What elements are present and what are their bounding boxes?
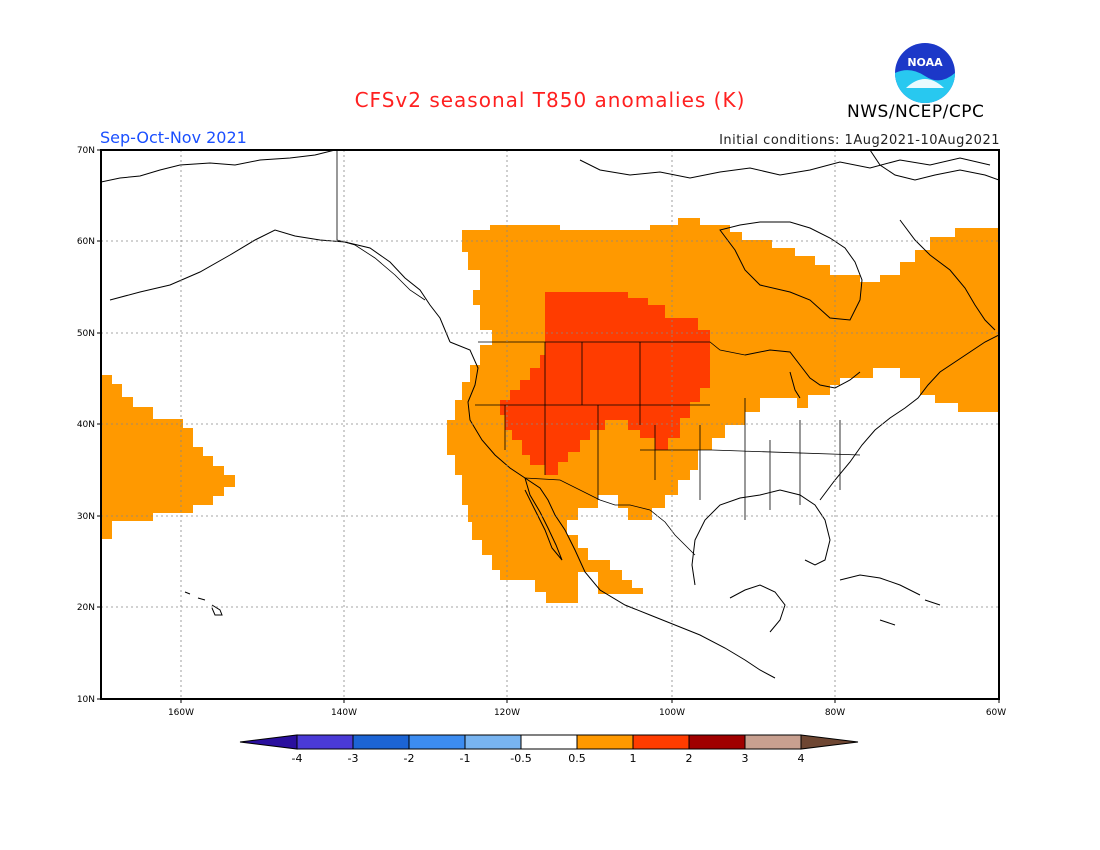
alaska-south-coast (109, 229, 451, 343)
lon-label-100w: 100W (659, 708, 685, 718)
lon-label-160w: 160W (168, 708, 194, 718)
lon-label-80w: 80W (825, 708, 845, 718)
gulf-coast (691, 489, 831, 586)
colorbar-swatch (688, 734, 746, 750)
chart-title: CFSv2 seasonal T850 anomalies (K) (354, 88, 746, 112)
us-east-coast (819, 334, 999, 501)
colorbar-swatch (632, 734, 690, 750)
colorbar-label: -4 (292, 752, 303, 765)
us-canada-border (478, 341, 746, 356)
colorbar-label: -1 (460, 752, 471, 765)
lat-label-70n: 70N (77, 146, 95, 156)
lat-label-40n: 40N (77, 420, 95, 430)
political-borders (336, 150, 861, 556)
colorbar-arrow-right (800, 734, 859, 750)
alaska-coast (101, 150, 336, 183)
season-label: Sep-Oct-Nov 2021 (100, 128, 247, 147)
logo-text: NOAA (907, 56, 943, 69)
colorbar-swatch (464, 734, 522, 750)
initial-conditions-label: Initial conditions: 1Aug2021-10Aug2021 (719, 133, 1000, 148)
lat-label-60n: 60N (77, 237, 95, 247)
baja-peninsula (524, 477, 563, 561)
lat-label-10n: 10N (77, 695, 95, 705)
colorbar-label: -3 (348, 752, 359, 765)
colorbar-label: -0.5 (510, 752, 531, 765)
great-lakes (744, 349, 861, 399)
axis-ticks (97, 149, 1000, 703)
colorbar-swatch (352, 734, 410, 750)
colorbar-swatch (576, 734, 634, 750)
lon-label-120w: 120W (494, 708, 520, 718)
us-state-lines (475, 342, 861, 520)
lat-label-50n: 50N (77, 329, 95, 339)
colorbar-swatch (296, 734, 354, 750)
lon-label-60w: 60W (986, 708, 1006, 718)
anomaly-shading (101, 218, 999, 603)
hawaii-islands (184, 591, 223, 616)
alaska-canada-border (336, 150, 426, 301)
labrador-coast (899, 219, 996, 331)
colorbar-swatch (744, 734, 802, 750)
colorbar-label: 4 (798, 752, 805, 765)
agency-label: NWS/NCEP/CPC (847, 102, 985, 122)
colorbar-label: 2 (686, 752, 693, 765)
colorbar-arrow-left (239, 734, 298, 750)
colorbar-swatch (408, 734, 466, 750)
colorbar-label: -2 (404, 752, 415, 765)
colorbar-label: 0.5 (568, 752, 586, 765)
anomaly-region-pacific (101, 375, 235, 539)
coastlines (101, 150, 999, 679)
caribbean-islands (839, 574, 941, 626)
greenland-coast (869, 150, 999, 181)
hudson-bay (719, 221, 863, 321)
lon-label-140w: 140W (331, 708, 357, 718)
canada-arctic (579, 157, 991, 179)
us-mexico-border (524, 477, 696, 556)
yucatan-coast (729, 584, 786, 633)
us-west-coast (449, 341, 776, 679)
colorbar-swatch (520, 734, 578, 750)
colorbar: -4 -3 -2 -1 -0.5 0.5 1 2 3 4 (239, 734, 859, 765)
lat-label-20n: 20N (77, 603, 95, 613)
anomaly-region-core (500, 292, 710, 475)
noaa-logo-icon: NOAA (895, 43, 955, 103)
graticule (101, 150, 999, 699)
colorbar-label: 1 (630, 752, 637, 765)
anomaly-region-mexico-coast (598, 560, 643, 594)
colorbar-label: 3 (742, 752, 749, 765)
lat-label-30n: 30N (77, 512, 95, 522)
